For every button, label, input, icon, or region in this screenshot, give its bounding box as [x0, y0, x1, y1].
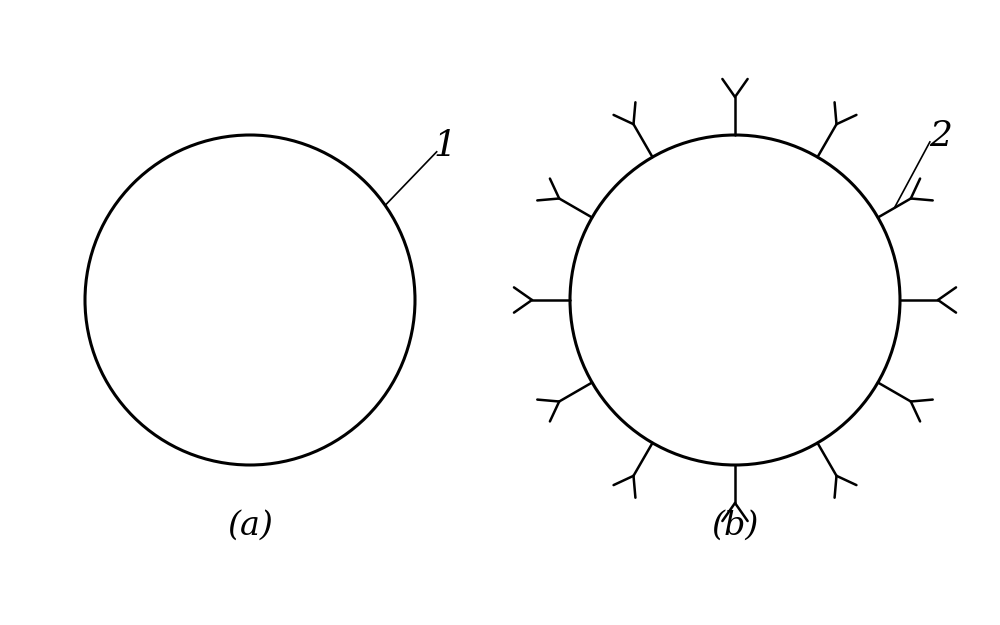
Text: (a): (a)	[227, 510, 273, 542]
Text: 2: 2	[929, 119, 952, 153]
Text: 1: 1	[434, 129, 457, 163]
Text: (b): (b)	[711, 510, 759, 542]
